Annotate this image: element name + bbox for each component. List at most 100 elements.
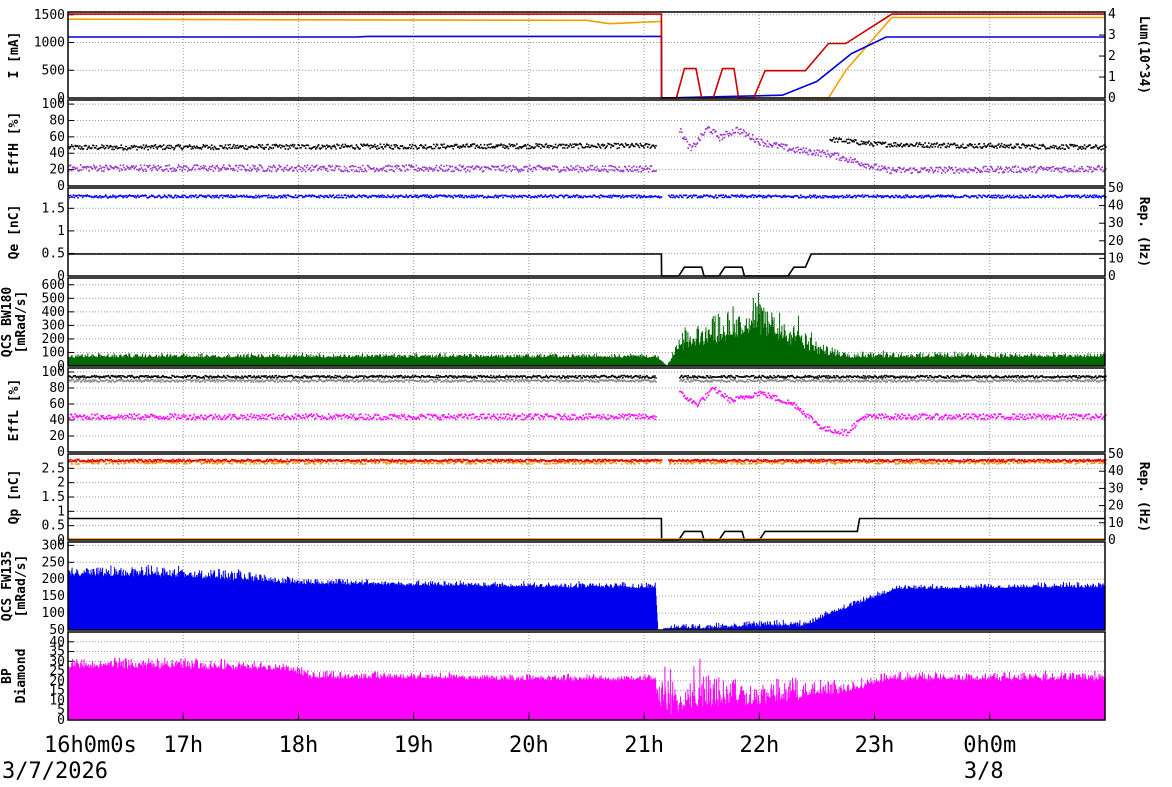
y2-tick-label: 0 [1108, 91, 1116, 106]
y2-tick-label: 0 [1108, 533, 1116, 548]
y-axis-label: QCS FW135 [0, 551, 15, 621]
y2-tick-label: 10 [1108, 251, 1124, 266]
y2-tick-label: 1 [1108, 70, 1116, 85]
panel-0: 0 500 1000 1500 0 1 2 3 4 I [mA] Lum(10^34) [7, 7, 1151, 106]
y-axis-label: Qe [nC] [7, 205, 22, 260]
y-tick-label: 150 [42, 589, 65, 604]
y2-axis-label: Rep. (Hz) [1136, 462, 1151, 532]
series-points-1 [68, 378, 1107, 383]
y2-tick-label: 50 [1108, 447, 1124, 462]
y-tick-label: 500 [42, 291, 65, 306]
y-tick-label: 1.5 [42, 490, 65, 505]
panel-6: 50 100 150 200 250 300 QCS FW135 [mRad/s] [0, 538, 1106, 638]
y2-tick-label: 30 [1108, 216, 1124, 231]
y-axis-label: Qp [nC] [7, 470, 22, 525]
y-tick-label: 0 [57, 179, 65, 194]
y2-tick-label: 20 [1108, 234, 1124, 249]
x-tick-label: 23h [855, 733, 895, 758]
y2-tick-label: 3 [1108, 28, 1116, 43]
y-axis-label: EffL [%] [7, 379, 22, 442]
series-points-0 [68, 459, 1107, 465]
y2-tick-label: 30 [1108, 481, 1124, 496]
y-tick-label: 5 [57, 703, 65, 718]
y2-tick-label: 0 [1108, 269, 1116, 284]
y2-tick-label: 10 [1108, 516, 1124, 531]
y-tick-label: 20 [49, 429, 65, 444]
series-line-0 [67, 16, 1105, 99]
series-points-1 [68, 126, 1107, 175]
y-tick-label: 250 [42, 555, 65, 570]
y-tick-label: 0 [57, 713, 65, 728]
series-spikes-0 [67, 657, 1105, 720]
y2-tick-label: 4 [1108, 7, 1116, 22]
y-tick-label: 30 [49, 654, 65, 669]
y-tick-label: 600 [42, 278, 65, 293]
y-tick-label: 40 [49, 413, 65, 428]
y-tick-label: 100 [42, 345, 65, 360]
y-tick-label: 20 [49, 674, 65, 689]
y-axis-label: I [mA] [7, 32, 22, 79]
y-axis-label: BP [0, 668, 15, 684]
y-tick-label: 1 [57, 224, 65, 239]
y-tick-label: 400 [42, 305, 65, 320]
y-tick-label: 0 [57, 533, 65, 548]
y-axis-label: EffH [%] [7, 112, 22, 175]
y-tick-label: 80 [49, 113, 65, 128]
y-tick-label: 50 [49, 623, 65, 638]
series-line-1 [68, 35, 1105, 99]
y-axis-label: [mRad/s] [14, 555, 29, 618]
x-tick-label: 20h [509, 733, 549, 758]
y-tick-label: 2 [57, 476, 65, 491]
series-points-0 [68, 136, 1107, 151]
y-tick-label: 0 [57, 445, 65, 460]
panel-frame [67, 631, 1106, 721]
y-tick-label: 0 [57, 359, 65, 374]
y-tick-label: 40 [49, 146, 65, 161]
series-line-2 [68, 517, 1105, 541]
panel-2: 0 0.5 1 1.5 0 10 20 30 40 50 Qe [nC] Rep. (Hz) [7, 181, 1151, 284]
y-tick-label: 0.5 [42, 519, 65, 534]
series-line-2 [68, 13, 1105, 99]
series-points-0 [68, 194, 1107, 199]
y-tick-label: 300 [42, 538, 65, 553]
y-tick-label: 0 [57, 91, 65, 106]
series-points-0 [68, 374, 1107, 379]
y-axis-label: QCS BW180 [0, 287, 15, 358]
series-points-2 [68, 386, 1107, 437]
y-tick-label: 60 [49, 397, 65, 412]
y-tick-label: 15 [49, 684, 65, 699]
y-tick-label: 0.5 [42, 246, 65, 261]
y2-axis-label: Rep. (Hz) [1136, 197, 1151, 267]
y-tick-label: 0 [57, 269, 65, 284]
y2-tick-label: 40 [1108, 199, 1124, 214]
panel-frame [67, 367, 1106, 453]
x-tick-label: 22h [739, 733, 779, 758]
date-start-label: 3/7/2026 [2, 759, 108, 782]
x-tick-label: 19h [394, 733, 434, 758]
panel-frame [67, 99, 1106, 187]
series-spikes-0 [67, 292, 1105, 366]
series-line-1 [68, 253, 1105, 277]
series-points-1 [68, 458, 1107, 463]
y2-axis-label: Lum(10^34) [1136, 16, 1151, 94]
y-tick-label: 1.5 [42, 201, 65, 216]
x-tick-label: 21h [624, 733, 664, 758]
y-axis-label: [mRad/s] [14, 291, 29, 354]
y-tick-label: 200 [42, 572, 65, 587]
panel-frame [67, 11, 1106, 99]
panel-frame [67, 453, 1106, 541]
y2-tick-label: 40 [1108, 464, 1124, 479]
y-tick-label: 10 [49, 693, 65, 708]
y-tick-label: 1000 [34, 36, 65, 51]
y-tick-label: 1 [57, 504, 65, 519]
y-tick-label: 20 [49, 163, 65, 178]
y2-tick-label: 50 [1108, 181, 1124, 196]
x-tick-label: 0h0m [963, 733, 1016, 758]
y-tick-label: 300 [42, 318, 65, 333]
x-tick-label: 16h0m0s [44, 733, 137, 758]
y-tick-label: 100 [42, 365, 65, 380]
